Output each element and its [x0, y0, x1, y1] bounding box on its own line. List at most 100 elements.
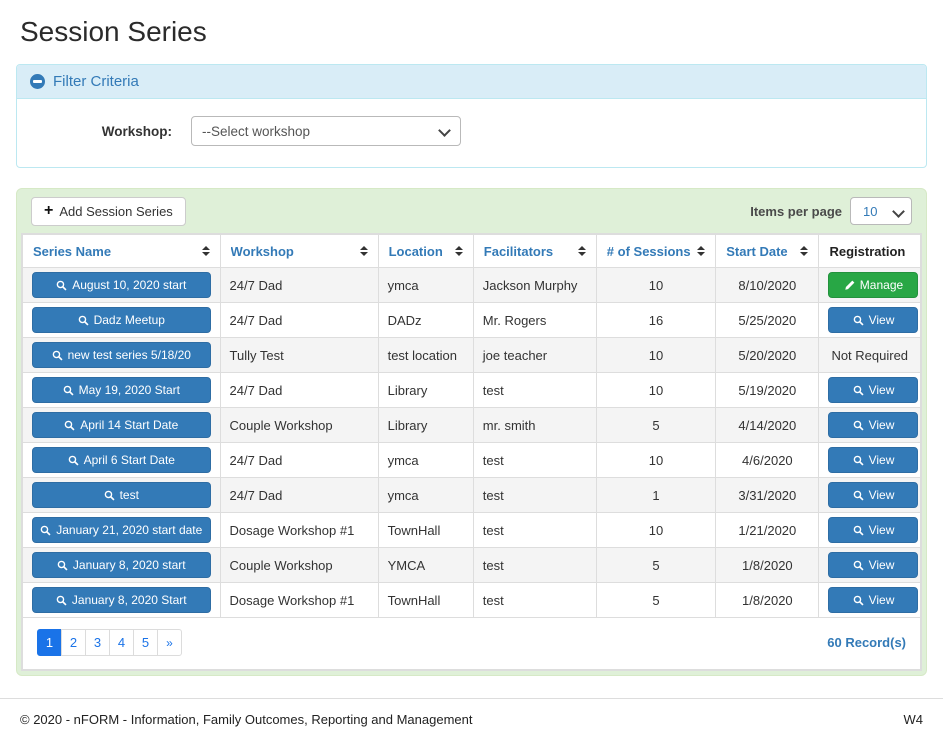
add-session-series-button[interactable]: + Add Session Series: [31, 196, 186, 226]
pagination: 1 2 3 4 5 »: [37, 629, 182, 656]
search-icon: [853, 525, 864, 536]
start-date-cell: 4/6/2020: [715, 442, 820, 478]
table-row: January 21, 2020 start date Dosage Works…: [22, 512, 921, 548]
view-registration-button[interactable]: View: [828, 482, 919, 508]
series-name-button[interactable]: January 8, 2020 Start: [32, 587, 211, 613]
start-date-cell: 1/8/2020: [715, 547, 820, 583]
start-date-cell: 8/10/2020: [715, 267, 820, 303]
workshop-select[interactable]: --Select workshop: [191, 116, 461, 146]
facilitators-cell: Jackson Murphy: [472, 267, 597, 303]
start-date-cell: 5/19/2020: [715, 372, 820, 408]
items-per-page-label: Items per page: [750, 203, 842, 219]
series-name-button[interactable]: May 19, 2020 Start: [32, 377, 211, 403]
page-item: 3: [85, 629, 110, 656]
series-name-button[interactable]: test: [32, 482, 211, 508]
sort-icon[interactable]: [454, 246, 463, 256]
table-row: April 14 Start Date Couple Workshop Libr…: [22, 407, 921, 443]
view-registration-button[interactable]: View: [828, 412, 919, 438]
location-cell: Library: [377, 407, 474, 443]
view-registration-button[interactable]: View: [828, 552, 919, 578]
add-session-series-label: Add Session Series: [59, 203, 173, 219]
start-date-cell: 3/31/2020: [715, 477, 820, 513]
table-row: January 8, 2020 Start Dosage Workshop #1…: [22, 582, 921, 618]
search-icon: [64, 420, 75, 431]
location-cell: ymca: [377, 477, 474, 513]
workshop-cell: 24/7 Dad: [219, 477, 379, 513]
page-title: Session Series: [20, 16, 207, 47]
page-button-2[interactable]: 2: [61, 629, 86, 656]
table-row: May 19, 2020 Start 24/7 Dad Library test…: [22, 372, 921, 408]
sessions-cell: 10: [595, 442, 717, 478]
page-item: 5: [133, 629, 158, 656]
search-icon: [853, 315, 864, 326]
series-name-button[interactable]: January 21, 2020 start date: [32, 517, 211, 543]
facilitators-cell: test: [472, 547, 597, 583]
sort-icon[interactable]: [577, 246, 586, 256]
sessions-cell: 5: [595, 407, 717, 443]
view-registration-button[interactable]: View: [828, 447, 919, 473]
search-icon: [68, 455, 79, 466]
page-button-5[interactable]: 5: [133, 629, 158, 656]
page-button-1[interactable]: 1: [37, 629, 62, 656]
workshop-cell: 24/7 Dad: [219, 372, 379, 408]
workshop-cell: 24/7 Dad: [219, 442, 379, 478]
environment-label: W4: [903, 712, 924, 727]
sort-icon[interactable]: [359, 246, 368, 256]
column-header-location[interactable]: Location: [377, 234, 474, 268]
series-name-button[interactable]: August 10, 2020 start: [32, 272, 211, 298]
items-per-page-select[interactable]: 10: [850, 197, 912, 225]
column-header-start-date[interactable]: Start Date: [715, 234, 820, 268]
column-header-sessions[interactable]: # of Sessions: [595, 234, 717, 268]
filter-body: Workshop: --Select workshop: [17, 99, 926, 167]
sort-icon[interactable]: [800, 246, 809, 256]
sessions-cell: 5: [595, 547, 717, 583]
registration-status-text: Not Required: [818, 337, 921, 373]
table-row: April 6 Start Date 24/7 Dad ymca test 10…: [22, 442, 921, 478]
facilitators-cell: test: [472, 372, 597, 408]
manage-registration-button[interactable]: Manage: [828, 272, 919, 298]
items-per-page-select-wrap: 10: [850, 197, 912, 225]
workshop-cell: Couple Workshop: [219, 407, 379, 443]
page-button-3[interactable]: 3: [85, 629, 110, 656]
page-button-next[interactable]: »: [157, 629, 182, 656]
series-name-button[interactable]: April 6 Start Date: [32, 447, 211, 473]
table-row: January 8, 2020 start Couple Workshop YM…: [22, 547, 921, 583]
series-name-button[interactable]: new test series 5/18/20: [32, 342, 211, 368]
session-series-panel: + Add Session Series Items per page 10: [16, 188, 927, 676]
view-registration-button[interactable]: View: [828, 517, 919, 543]
start-date-cell: 5/20/2020: [715, 337, 820, 373]
pencil-icon: [845, 280, 855, 290]
view-registration-button[interactable]: View: [828, 587, 919, 613]
sessions-cell: 10: [595, 512, 717, 548]
series-name-button[interactable]: January 8, 2020 start: [32, 552, 211, 578]
sort-icon[interactable]: [697, 246, 706, 256]
sort-icon[interactable]: [201, 246, 210, 256]
page-button-4[interactable]: 4: [109, 629, 134, 656]
workshop-cell: Dosage Workshop #1: [219, 512, 379, 548]
search-icon: [52, 350, 63, 361]
table-row: August 10, 2020 start 24/7 Dad ymca Jack…: [22, 267, 921, 303]
series-name-button[interactable]: Dadz Meetup: [32, 307, 211, 333]
series-name-button[interactable]: April 14 Start Date: [32, 412, 211, 438]
view-registration-button[interactable]: View: [828, 307, 919, 333]
search-icon: [104, 490, 115, 501]
page-item: 4: [109, 629, 134, 656]
facilitators-cell: Mr. Rogers: [472, 302, 597, 338]
facilitators-cell: mr. smith: [472, 407, 597, 443]
column-header-series-name[interactable]: Series Name: [22, 234, 221, 268]
view-registration-button[interactable]: View: [828, 377, 919, 403]
search-icon: [853, 595, 864, 606]
table-row: new test series 5/18/20 Tully Test test …: [22, 337, 921, 373]
sessions-cell: 10: [595, 267, 717, 303]
column-header-facilitators[interactable]: Facilitators: [472, 234, 597, 268]
collapse-minus-icon: [30, 74, 45, 89]
page-item: 1: [37, 629, 62, 656]
column-header-workshop[interactable]: Workshop: [219, 234, 379, 268]
sessions-cell: 5: [595, 582, 717, 618]
table-row: Dadz Meetup 24/7 Dad DADz Mr. Rogers 16 …: [22, 302, 921, 338]
location-cell: TownHall: [377, 512, 474, 548]
filter-criteria-header[interactable]: Filter Criteria: [17, 65, 926, 99]
sessions-cell: 16: [595, 302, 717, 338]
items-per-page: Items per page 10: [750, 197, 912, 225]
search-icon: [853, 455, 864, 466]
